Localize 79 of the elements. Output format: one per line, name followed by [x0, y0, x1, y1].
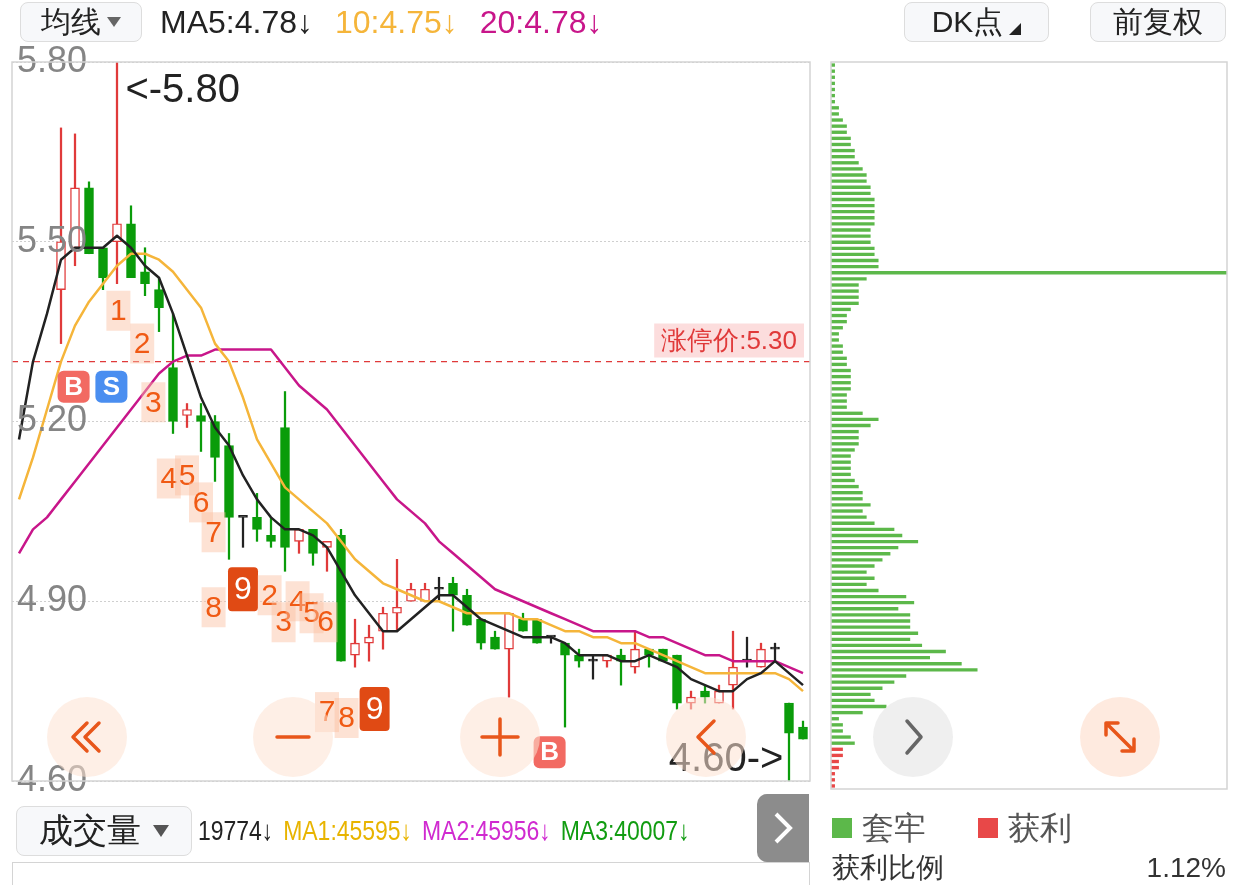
annotation: <-5.80: [125, 65, 240, 110]
bar: [831, 124, 847, 128]
bar: [831, 228, 871, 232]
bar: [831, 735, 851, 739]
bar: [831, 332, 839, 336]
annotation: S: [102, 370, 121, 401]
bar: [831, 69, 835, 73]
text: 1.12%: [1146, 852, 1226, 884]
annotation: 8: [205, 589, 222, 623]
bar: [831, 625, 911, 629]
bar: [831, 558, 883, 562]
annotation: B: [540, 736, 559, 767]
text: 均线: [41, 5, 101, 38]
bar: [831, 179, 867, 183]
annotation: 5: [303, 595, 320, 629]
annotation: 7: [318, 694, 336, 728]
text: MA5:4.78↓: [160, 4, 313, 40]
bar: [831, 387, 851, 391]
bar: [831, 509, 863, 513]
y-tick-label: 5.80: [17, 38, 88, 80]
annotation: 4: [289, 583, 306, 617]
bar: [831, 570, 867, 574]
text: 10:4.75↓: [334, 4, 458, 40]
bar: [831, 63, 835, 67]
annotation: 3: [145, 384, 162, 418]
annotation: 4.60->: [668, 735, 784, 780]
ref-line-label: 涨停价:5.30: [661, 324, 797, 355]
annotation: 9: [365, 689, 384, 726]
bar: [831, 283, 859, 287]
bar: [831, 167, 863, 171]
annotation: 8: [338, 700, 355, 734]
annotation: 4: [160, 460, 178, 494]
annotation: 2: [133, 325, 151, 359]
bar: [831, 564, 875, 568]
bar: [831, 674, 907, 678]
annotation: 6: [317, 604, 334, 638]
legend-label: 获利: [1008, 809, 1072, 848]
text: 19774↓: [198, 814, 274, 848]
bar: [831, 234, 871, 238]
bar: [831, 729, 843, 733]
y-tick-label: 4.60: [17, 757, 88, 799]
bar: [831, 723, 843, 727]
text: 前复权: [1113, 4, 1203, 40]
text: MA2:45956↓: [421, 814, 551, 848]
text: MA3:40007↓: [560, 814, 690, 848]
bar: [831, 784, 835, 788]
bar: [831, 613, 911, 617]
bar: [831, 118, 843, 122]
bar: [831, 460, 851, 464]
text: 20:4.78↓: [479, 4, 603, 40]
y-tick-label: 4.90: [17, 578, 88, 620]
legend-label: 套牢: [862, 809, 926, 848]
bar: [831, 173, 867, 177]
text: 成交量: [39, 810, 141, 851]
bar: [831, 112, 839, 116]
annotation: 2: [261, 577, 278, 611]
annotation: B: [64, 370, 83, 401]
bar: [831, 277, 867, 281]
bar: [831, 778, 835, 782]
bar: [831, 619, 911, 623]
bar: [831, 338, 839, 342]
bar: [831, 344, 843, 348]
bar: [831, 442, 859, 446]
text: MA1:45595↓: [283, 814, 413, 848]
bar: [831, 448, 855, 452]
bar: [831, 289, 859, 293]
annotation: 1: [110, 292, 127, 326]
bar: [831, 515, 867, 519]
text: DK点: [931, 4, 1004, 40]
bar: [831, 405, 847, 409]
bar: [831, 222, 875, 226]
bar: [831, 399, 847, 403]
bar: [831, 503, 871, 507]
bar: [831, 668, 978, 672]
text: 获利比例: [832, 852, 944, 884]
bar: [831, 393, 847, 397]
annotation: 9: [234, 570, 252, 607]
bar: [831, 680, 895, 684]
bar: [831, 454, 851, 458]
